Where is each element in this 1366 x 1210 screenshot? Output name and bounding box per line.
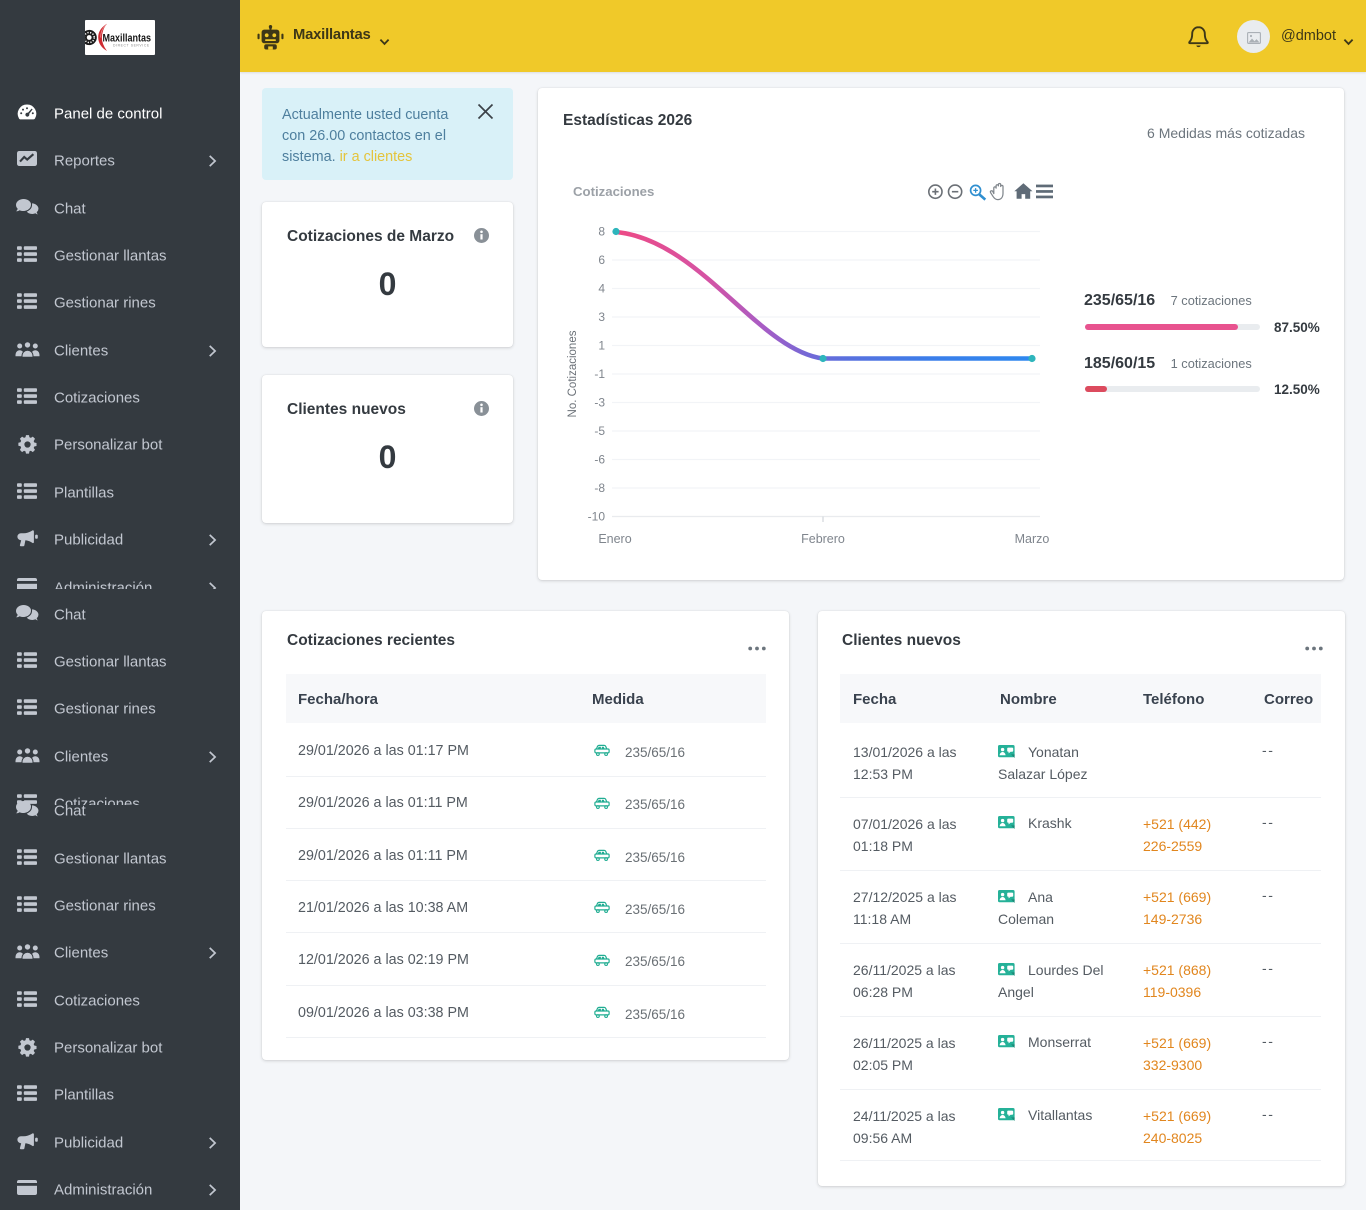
svg-text:-6: -6 [594,453,605,467]
svg-text:1: 1 [598,339,605,353]
svg-text:-1: -1 [594,367,605,381]
svg-text:DIRECT SERVICE: DIRECT SERVICE [113,44,150,48]
svg-text:6: 6 [598,253,605,267]
svg-text:-3: -3 [594,396,605,410]
svg-text:-5: -5 [594,424,605,438]
svg-text:3: 3 [598,310,605,324]
svg-text:No. Cotizaciones: No. Cotizaciones [567,330,579,417]
svg-text:Maxillantas: Maxillantas [103,32,152,44]
svg-text:Enero: Enero [598,532,631,546]
svg-text:-8: -8 [594,481,605,495]
svg-text:4: 4 [598,282,605,296]
svg-text:Febrero: Febrero [801,532,845,546]
svg-text:8: 8 [598,225,605,239]
svg-text:-10: -10 [588,510,606,524]
svg-text:Marzo: Marzo [1015,532,1050,546]
